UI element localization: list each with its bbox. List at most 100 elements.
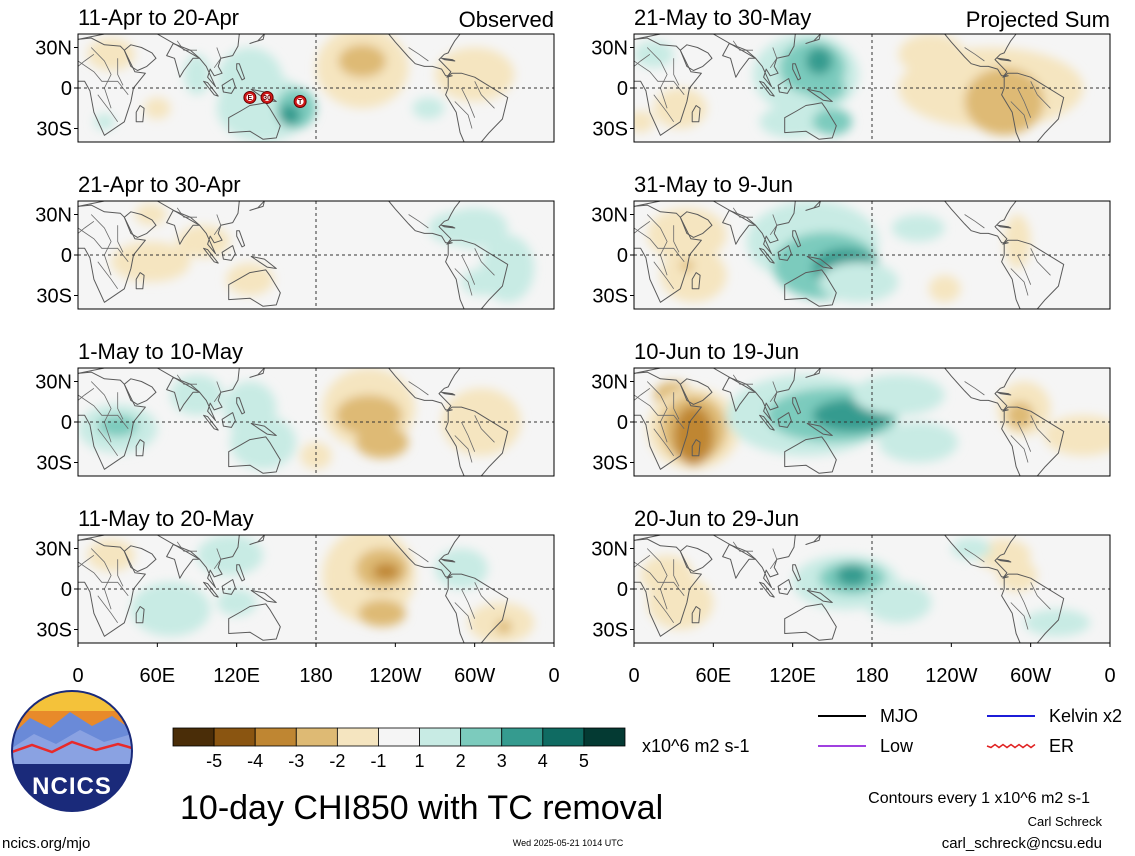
coastline bbox=[166, 376, 201, 412]
lat-tick-label: 30S bbox=[592, 620, 628, 642]
lon-tick-label: 180 bbox=[855, 665, 888, 687]
timestamp: Wed 2025-05-21 1014 UTC bbox=[513, 838, 624, 848]
coastline bbox=[666, 535, 796, 589]
country-border bbox=[97, 428, 119, 457]
coastline bbox=[805, 368, 821, 378]
colorbar-swatch bbox=[378, 727, 420, 747]
coastlines bbox=[78, 368, 509, 476]
country-border bbox=[1010, 602, 1029, 630]
tc-markers: E 30 T bbox=[243, 90, 307, 108]
coastline bbox=[805, 34, 821, 44]
coastline bbox=[388, 368, 461, 412]
coastline bbox=[221, 245, 236, 261]
lon-tick-label: 180 bbox=[299, 665, 332, 687]
country-border bbox=[213, 381, 222, 403]
coastline bbox=[777, 579, 792, 595]
country-border bbox=[454, 435, 473, 463]
lat-tick-label: 0 bbox=[617, 78, 628, 100]
coastline bbox=[806, 589, 833, 603]
lat-tick-label: 30N bbox=[35, 372, 72, 394]
coastline bbox=[679, 44, 713, 71]
country-border bbox=[117, 58, 124, 86]
country-border bbox=[634, 60, 685, 96]
anomaly-contour bbox=[865, 582, 932, 623]
coastline bbox=[784, 436, 837, 474]
coastline bbox=[228, 269, 281, 307]
country-border bbox=[769, 548, 778, 570]
country-border bbox=[454, 602, 473, 630]
coastline bbox=[445, 239, 509, 309]
lon-tick-label: 60W bbox=[1010, 665, 1051, 687]
legend-label: Low bbox=[880, 736, 914, 756]
coastline bbox=[236, 230, 246, 248]
anomaly-contour bbox=[335, 395, 402, 436]
lon-tick-label: 60W bbox=[454, 665, 495, 687]
anomaly-contour bbox=[134, 203, 167, 226]
country-border bbox=[732, 207, 753, 218]
coastline bbox=[110, 201, 240, 255]
coastline bbox=[997, 558, 1012, 563]
anomaly-contour bbox=[891, 214, 945, 242]
coastline bbox=[679, 211, 713, 238]
anomaly-contour bbox=[997, 559, 1038, 592]
coastline bbox=[806, 88, 833, 102]
coastline bbox=[1001, 573, 1065, 643]
anomaly-contour bbox=[300, 442, 332, 470]
contour-note: Contours every 1 x10^6 m2 s-1 bbox=[868, 790, 1090, 807]
country-border bbox=[769, 381, 778, 403]
figure-title: 10-day CHI850 with TC removal bbox=[180, 789, 663, 827]
coastline bbox=[691, 272, 701, 290]
coastline bbox=[123, 378, 157, 405]
country-border bbox=[673, 559, 680, 587]
coastline bbox=[806, 422, 833, 436]
tc-marker-label: T bbox=[298, 99, 303, 106]
country-border bbox=[461, 421, 476, 452]
lat-tick-label: 0 bbox=[617, 412, 628, 434]
map-panel: 20-Jun to 29-Jun bbox=[633, 506, 1111, 644]
country-border bbox=[213, 214, 222, 236]
anomaly-contour bbox=[435, 548, 488, 589]
lon-tick-label: 0 bbox=[1104, 665, 1115, 687]
lon-tick-label: 0 bbox=[548, 665, 559, 687]
coastline bbox=[777, 245, 792, 261]
colorbar-tick-label: -1 bbox=[370, 751, 386, 771]
lat-tick-label: 30N bbox=[35, 539, 72, 561]
country-border bbox=[117, 225, 124, 253]
colorbar-units: x10^6 m2 s-1 bbox=[642, 736, 750, 756]
lat-tick-label: 0 bbox=[61, 245, 72, 267]
site-url: ncics.org/mjo bbox=[2, 835, 90, 852]
panel-date-range: 11-May to 20-May bbox=[78, 506, 254, 531]
legend-item: ER bbox=[986, 736, 1074, 756]
country-border bbox=[454, 268, 473, 296]
lat-tick-label: 30S bbox=[36, 620, 72, 642]
lon-tick-label: 120W bbox=[925, 665, 977, 687]
lat-tick-label: 30S bbox=[592, 453, 628, 475]
coastline bbox=[203, 414, 219, 431]
coastline bbox=[792, 397, 802, 415]
coastline bbox=[166, 209, 201, 245]
coastline bbox=[228, 603, 281, 641]
country-border bbox=[90, 381, 112, 443]
coastline bbox=[944, 535, 1017, 579]
anomaly-contour bbox=[928, 275, 961, 303]
anomaly-contour bbox=[852, 374, 945, 416]
coastline bbox=[777, 412, 792, 428]
country-border bbox=[78, 60, 129, 96]
lat-tick-label: 30S bbox=[592, 119, 628, 141]
country-border bbox=[732, 374, 753, 385]
map-panels: 11-Apr to 20-Apr Observed 21-Apr to 30-Apr… bbox=[77, 5, 1111, 644]
colorbar-swatch bbox=[542, 727, 585, 747]
coastline bbox=[792, 230, 802, 248]
bottom-section: NCICS -5 -4 -3 -2 -1 1 2 3 4 5 x10^6 m2 s-1 10-day C… bbox=[2, 690, 1122, 852]
coastline bbox=[634, 37, 702, 136]
legend-item: Low bbox=[818, 736, 914, 756]
country-border bbox=[1030, 248, 1051, 276]
country-border bbox=[117, 559, 124, 587]
coastline bbox=[759, 80, 775, 97]
coastline bbox=[221, 78, 236, 94]
tc-marker: E bbox=[243, 90, 257, 104]
lat-tick-label: 30S bbox=[36, 286, 72, 308]
country-border bbox=[213, 548, 222, 570]
country-border bbox=[634, 554, 651, 568]
country-border bbox=[634, 220, 651, 234]
